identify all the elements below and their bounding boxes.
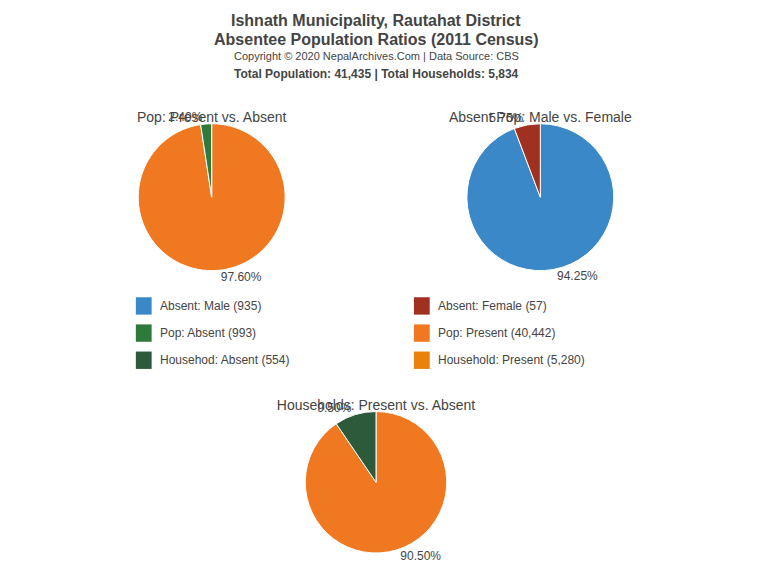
svg-text:Pop: Absent (993): Pop: Absent (993) xyxy=(160,326,256,340)
svg-text:Ishnath Municipality, Rautahat: Ishnath Municipality, Rautahat District xyxy=(231,12,521,29)
svg-text:Households: Present vs. Absent: Households: Present vs. Absent xyxy=(277,397,476,413)
svg-text:90.50%: 90.50% xyxy=(400,549,441,563)
svg-text:Total Population: 41,435 | Tot: Total Population: 41,435 | Total Househo… xyxy=(234,67,519,81)
svg-text:Househod: Absent (554): Househod: Absent (554) xyxy=(160,353,289,367)
svg-text:5.75%: 5.75% xyxy=(489,111,523,125)
svg-text:Pop: Present (40,442): Pop: Present (40,442) xyxy=(438,326,555,340)
svg-text:Copyright © 2020 NepalArchives: Copyright © 2020 NepalArchives.Com | Dat… xyxy=(234,50,519,62)
svg-text:Absent: Male (935): Absent: Male (935) xyxy=(160,299,261,313)
svg-text:97.60%: 97.60% xyxy=(221,270,262,284)
svg-text:9.50%: 9.50% xyxy=(317,401,351,415)
svg-text:Absent: Female (57): Absent: Female (57) xyxy=(438,299,547,313)
svg-text:Absent Pop: Male vs. Female: Absent Pop: Male vs. Female xyxy=(449,109,632,125)
svg-text:94.25%: 94.25% xyxy=(557,269,598,283)
svg-text:Pop: Present vs. Absent: Pop: Present vs. Absent xyxy=(137,109,287,125)
svg-text:Household: Present (5,280): Household: Present (5,280) xyxy=(438,353,585,367)
svg-text:2.40%: 2.40% xyxy=(168,110,202,124)
svg-text:Absentee Population Ratios (20: Absentee Population Ratios (2011 Census) xyxy=(214,31,539,48)
